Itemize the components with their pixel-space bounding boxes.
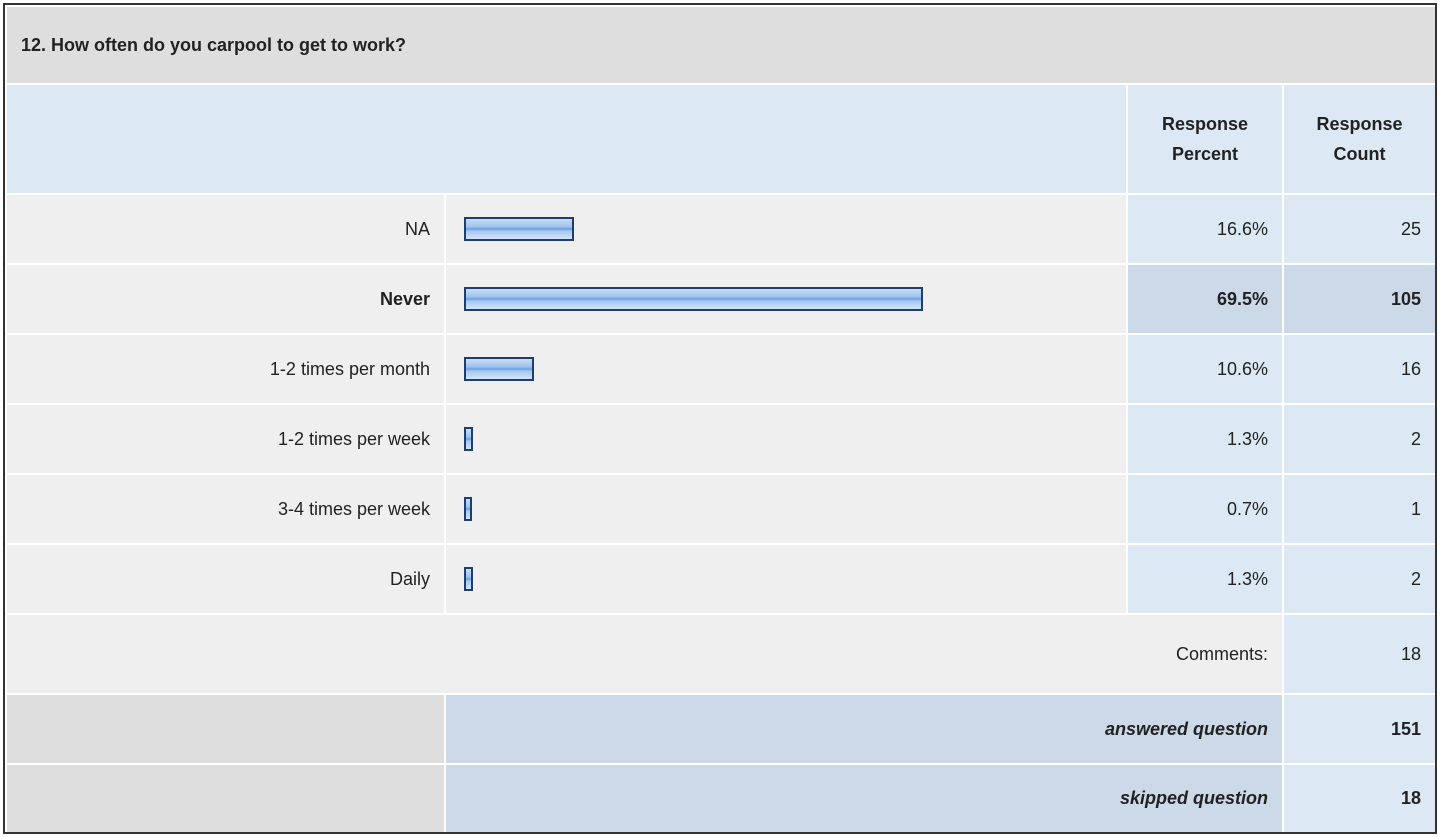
response-percent: 10.6% — [1128, 335, 1282, 403]
bar-cell — [446, 335, 1126, 403]
title-row: 12. How often do you carpool to get to w… — [7, 7, 1436, 83]
bar-cell — [446, 405, 1126, 473]
comments-row: Comments: 18 — [7, 615, 1436, 693]
answer-label: Never — [7, 265, 444, 333]
answered-row: answered question 151 — [7, 695, 1436, 763]
response-percent: 1.3% — [1128, 405, 1282, 473]
question-title: 12. How often do you carpool to get to w… — [7, 7, 1436, 83]
comments-count: 18 — [1284, 615, 1436, 693]
bar-cell — [446, 265, 1126, 333]
answer-row: 1-2 times per week 1.3% 2 — [7, 405, 1436, 473]
bar-cell — [446, 195, 1126, 263]
response-percent: 69.5% — [1128, 265, 1282, 333]
summary-blank — [7, 695, 444, 763]
answer-row: Daily 1.3% 2 — [7, 545, 1436, 613]
response-count: 2 — [1284, 405, 1436, 473]
response-count: 105 — [1284, 265, 1436, 333]
answer-label: NA — [7, 195, 444, 263]
percent-bar — [464, 497, 472, 521]
skipped-label: skipped question — [446, 765, 1282, 832]
bar-cell — [446, 475, 1126, 543]
answer-label: 1-2 times per week — [7, 405, 444, 473]
response-percent: 16.6% — [1128, 195, 1282, 263]
response-count: 1 — [1284, 475, 1436, 543]
response-percent: 1.3% — [1128, 545, 1282, 613]
answered-count: 151 — [1284, 695, 1436, 763]
response-count: 16 — [1284, 335, 1436, 403]
answer-label: Daily — [7, 545, 444, 613]
percent-bar — [464, 357, 534, 381]
results-table: 12. How often do you carpool to get to w… — [5, 5, 1437, 834]
comments-label: Comments: — [7, 615, 1282, 693]
summary-blank — [7, 765, 444, 832]
percent-bar — [464, 217, 574, 241]
skipped-row: skipped question 18 — [7, 765, 1436, 832]
answer-label: 3-4 times per week — [7, 475, 444, 543]
header-row: Response Percent Response Count — [7, 85, 1436, 193]
skipped-count: 18 — [1284, 765, 1436, 832]
response-count: 2 — [1284, 545, 1436, 613]
answer-row: NA 16.6% 25 — [7, 195, 1436, 263]
percent-bar — [464, 427, 473, 451]
percent-bar — [464, 567, 473, 591]
answer-row: 1-2 times per month 10.6% 16 — [7, 335, 1436, 403]
header-percent: Response Percent — [1128, 85, 1282, 193]
bar-cell — [446, 545, 1126, 613]
header-count: Response Count — [1284, 85, 1436, 193]
response-count: 25 — [1284, 195, 1436, 263]
answer-label: 1-2 times per month — [7, 335, 444, 403]
response-percent: 0.7% — [1128, 475, 1282, 543]
answer-row: 3-4 times per week 0.7% 1 — [7, 475, 1436, 543]
survey-table: 12. How often do you carpool to get to w… — [3, 3, 1437, 834]
answered-label: answered question — [446, 695, 1282, 763]
percent-bar — [464, 287, 923, 311]
answer-row: Never 69.5% 105 — [7, 265, 1436, 333]
header-blank — [7, 85, 1126, 193]
